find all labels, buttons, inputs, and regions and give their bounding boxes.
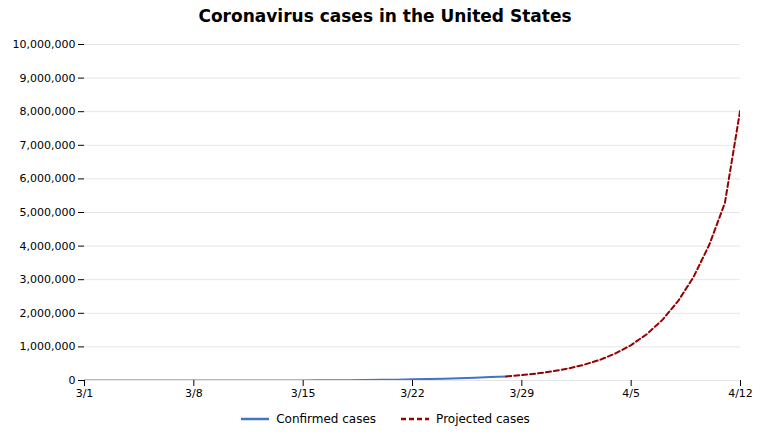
svg-text:7,000,000: 7,000,000: [20, 139, 76, 152]
svg-text:0: 0: [69, 374, 76, 387]
svg-text:4/5: 4/5: [622, 387, 640, 400]
html-text:Projected cases: Projected cases: [436, 412, 530, 426]
svg-text:3/22: 3/22: [400, 387, 425, 400]
svg-text:2,000,000: 2,000,000: [20, 307, 76, 320]
html-text:Confirmed cases: Confirmed cases: [276, 412, 377, 426]
svg-text:4/12: 4/12: [728, 387, 753, 400]
svg-text:4,000,000: 4,000,000: [20, 240, 76, 253]
svg-text:3,000,000: 3,000,000: [20, 273, 76, 286]
svg-text:6,000,000: 6,000,000: [20, 172, 76, 185]
svg-text:3/15: 3/15: [291, 387, 316, 400]
svg-text:10,000,000: 10,000,000: [13, 38, 76, 51]
svg-text:1,000,000: 1,000,000: [20, 340, 76, 353]
svg-text:3/29: 3/29: [509, 387, 534, 400]
svg-text:8,000,000: 8,000,000: [20, 105, 76, 118]
svg-text:9,000,000: 9,000,000: [20, 72, 76, 85]
html-text:Coronavirus cases in the Unite: Coronavirus cases in the United States: [198, 6, 572, 26]
svg-text:5,000,000: 5,000,000: [20, 206, 76, 219]
svg-text:3/8: 3/8: [185, 387, 203, 400]
svg-text:3/1: 3/1: [76, 387, 94, 400]
